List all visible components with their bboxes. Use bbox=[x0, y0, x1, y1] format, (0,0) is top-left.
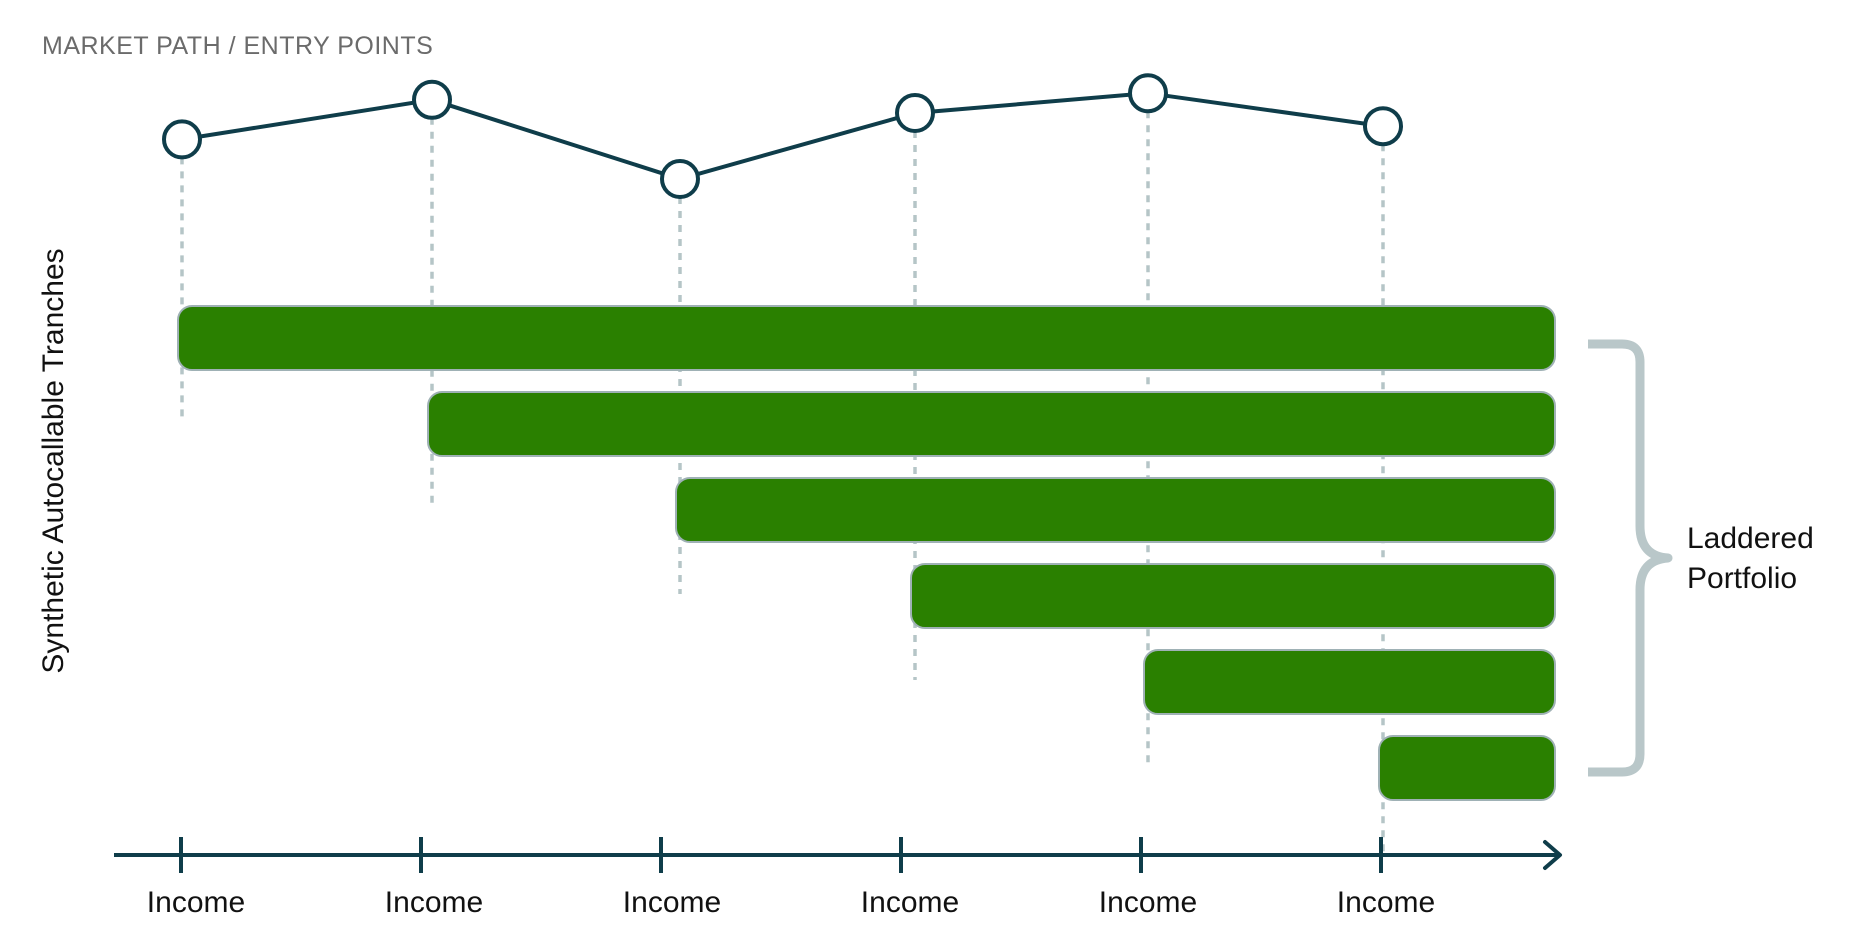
income-label: Income bbox=[1337, 886, 1435, 919]
tranches-axis-label: Synthetic Autocallable Tranches bbox=[37, 248, 70, 673]
tranche-bar bbox=[1143, 649, 1556, 715]
portfolio-bracket bbox=[1588, 339, 1673, 777]
entry-point-marker bbox=[660, 159, 700, 199]
tranche-bar bbox=[910, 563, 1556, 629]
tranche-bar bbox=[675, 477, 1556, 543]
bracket-label-line-2: Portfolio bbox=[1687, 562, 1797, 595]
income-label: Income bbox=[861, 886, 959, 919]
entry-point-marker bbox=[895, 93, 935, 133]
income-label: Income bbox=[385, 886, 483, 919]
entry-point-marker bbox=[1363, 106, 1403, 147]
income-label: Income bbox=[1099, 886, 1197, 919]
timeline-arrow-icon bbox=[1543, 840, 1562, 870]
income-labels: Income Income Income Income Income Income bbox=[147, 886, 1435, 919]
entry-point-marker bbox=[1128, 73, 1168, 114]
bracket-label-line-1: Laddered bbox=[1687, 522, 1814, 555]
timeline-ticks bbox=[179, 837, 1383, 873]
market-path bbox=[181, 91, 1384, 182]
income-label: Income bbox=[623, 886, 721, 919]
tranche-bar bbox=[1378, 735, 1556, 801]
income-label: Income bbox=[147, 886, 245, 919]
tranche-bar bbox=[427, 391, 1556, 457]
entry-point-marker bbox=[412, 79, 452, 120]
entry-point-marker bbox=[162, 119, 202, 160]
diagram-caption: MARKET PATH / ENTRY POINTS bbox=[42, 32, 433, 60]
tranche-bars bbox=[177, 305, 1556, 801]
entry-points bbox=[162, 73, 1403, 199]
market-path-line bbox=[181, 91, 1384, 182]
tranche-bar bbox=[177, 305, 1556, 371]
timeline-axis bbox=[114, 840, 1562, 870]
